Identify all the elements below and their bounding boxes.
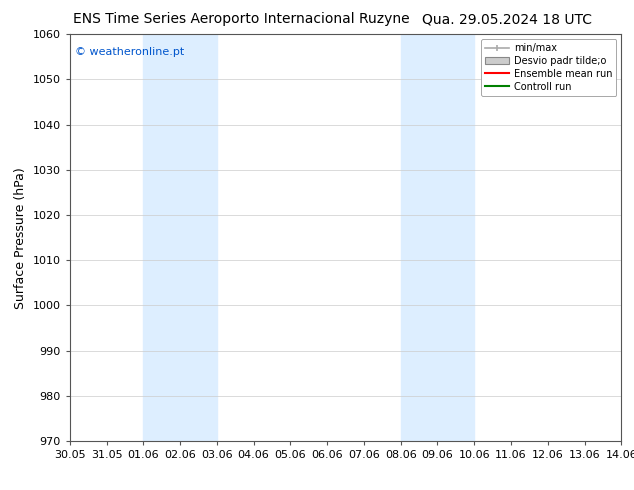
Legend: min/max, Desvio padr tilde;o, Ensemble mean run, Controll run: min/max, Desvio padr tilde;o, Ensemble m… xyxy=(481,39,616,96)
Y-axis label: Surface Pressure (hPa): Surface Pressure (hPa) xyxy=(14,167,27,309)
Text: Qua. 29.05.2024 18 UTC: Qua. 29.05.2024 18 UTC xyxy=(422,12,592,26)
Bar xyxy=(401,34,474,441)
Text: ENS Time Series Aeroporto Internacional Ruzyne: ENS Time Series Aeroporto Internacional … xyxy=(73,12,409,26)
Text: © weatheronline.pt: © weatheronline.pt xyxy=(75,47,184,56)
Bar xyxy=(143,34,217,441)
